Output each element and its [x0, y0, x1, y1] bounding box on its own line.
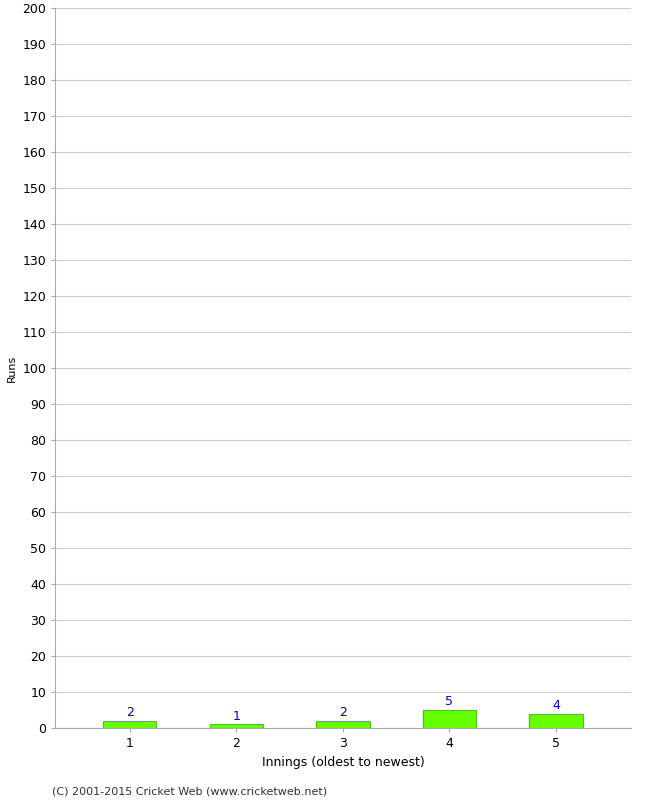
Bar	[529, 714, 582, 728]
Text: 2: 2	[339, 706, 347, 719]
Text: (C) 2001-2015 Cricket Web (www.cricketweb.net): (C) 2001-2015 Cricket Web (www.cricketwe…	[52, 786, 327, 796]
Text: 5: 5	[445, 695, 454, 708]
Y-axis label: Runs: Runs	[6, 354, 17, 382]
X-axis label: Innings (oldest to newest): Innings (oldest to newest)	[261, 755, 424, 769]
Text: 2: 2	[126, 706, 134, 719]
Text: 4: 4	[552, 699, 560, 712]
Bar	[210, 725, 263, 728]
Bar	[103, 721, 157, 728]
Bar	[317, 721, 369, 728]
Bar	[422, 710, 476, 728]
Text: 1: 1	[233, 710, 240, 722]
